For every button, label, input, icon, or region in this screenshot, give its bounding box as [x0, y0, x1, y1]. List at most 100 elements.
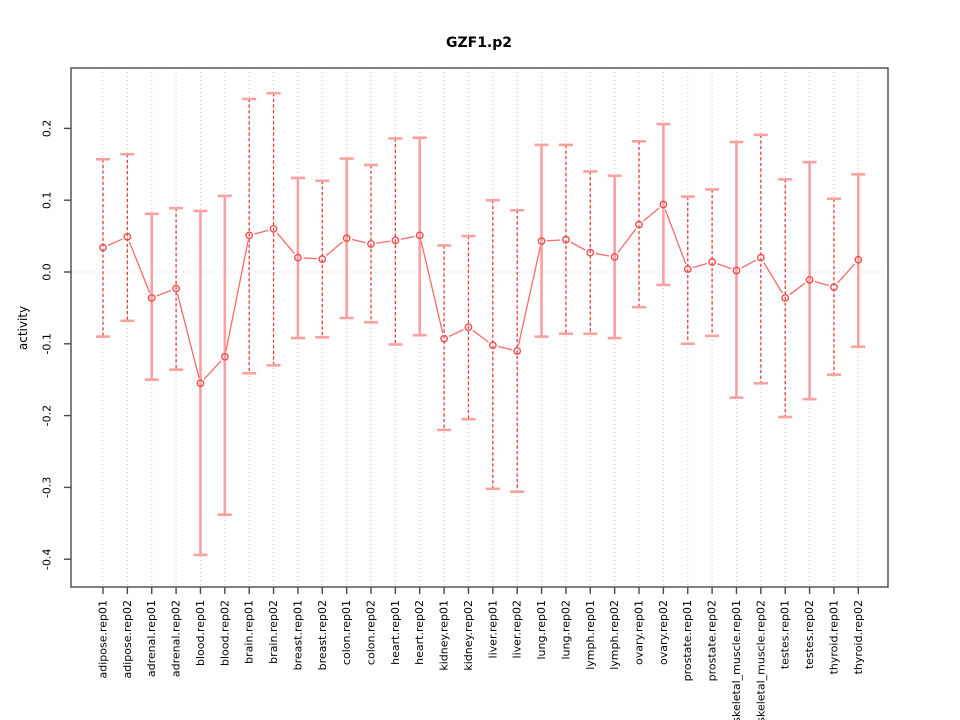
series-line-segment [376, 240, 391, 244]
x-tick-label: lung.rep01 [535, 600, 548, 660]
x-tick-label: thyroid.rep01 [827, 600, 840, 674]
data-point [805, 275, 814, 284]
data-point [269, 225, 278, 233]
series-line-segment [664, 209, 687, 265]
y-tick-label: 0.1 [41, 191, 54, 209]
data-point [415, 231, 424, 240]
series-line-segment [128, 241, 151, 293]
data-point [635, 220, 643, 229]
series-line-segment [176, 293, 200, 379]
y-tick-label: -0.2 [41, 405, 54, 426]
data-point [367, 240, 375, 248]
data-point [610, 253, 619, 261]
x-tick-label: ovary.rep01 [633, 600, 646, 665]
data-point [220, 352, 229, 361]
x-tick-label: breast.rep01 [291, 600, 304, 670]
chart-title: GZF1.p2 [446, 35, 512, 51]
x-tick-label: brain.rep01 [243, 600, 256, 664]
series-line-segment [303, 257, 317, 260]
data-point [708, 258, 717, 266]
x-tick-label: liver.rep01 [486, 600, 499, 658]
series-line-segment [254, 229, 269, 235]
series-line-segment [692, 262, 708, 269]
x-tick-label: blood.rep02 [218, 600, 231, 666]
y-tick-label: -0.1 [41, 333, 54, 354]
data-point [464, 323, 473, 332]
x-tick-label: liver.rep02 [511, 600, 524, 658]
series-line-segment [837, 263, 856, 284]
data-point [196, 379, 205, 388]
plot-border [70, 67, 889, 588]
series-line-segment [351, 238, 366, 244]
x-tick-label: colon.rep02 [365, 600, 378, 665]
data-point [781, 293, 790, 302]
data-point [440, 334, 449, 343]
data-point [147, 293, 156, 302]
y-axis-label: activity [16, 306, 30, 350]
data-point [245, 231, 254, 240]
x-tick-label: adrenal.rep01 [145, 600, 158, 677]
series-line-segment [570, 241, 586, 251]
series-line-segment [717, 263, 732, 270]
series-line-segment [498, 345, 512, 351]
x-tick-label: testes.rep01 [779, 600, 792, 669]
series-line-segment [789, 282, 806, 296]
series-line-segment [547, 239, 561, 242]
data-point [562, 235, 570, 244]
series-line-segment [420, 240, 444, 334]
data-point [830, 283, 838, 291]
y-tick-label: -0.3 [41, 477, 54, 498]
series-line-segment [814, 280, 829, 287]
x-tick-label: heart.rep02 [413, 600, 426, 665]
series-line-segment [642, 207, 660, 222]
y-tick-label: 0.0 [41, 263, 54, 281]
data-point [172, 284, 180, 293]
series-line-segment [203, 360, 222, 380]
data-point [318, 255, 327, 263]
x-tick-label: colon.rep01 [340, 600, 353, 665]
x-tick-label: heart.rep01 [389, 600, 402, 665]
x-tick-label: adrenal.rep02 [170, 600, 183, 677]
data-point [586, 248, 595, 257]
x-tick-label: testes.rep02 [803, 600, 816, 669]
data-point [537, 237, 546, 246]
data-point [123, 232, 132, 241]
series-line-segment [107, 238, 123, 246]
x-tick-label: prostate.rep01 [681, 600, 694, 681]
x-tick-label: thyroid.rep02 [852, 600, 865, 674]
series-line-segment [156, 289, 172, 297]
data-point [513, 347, 522, 355]
data-point [659, 200, 668, 209]
x-tick-label: lymph.rep02 [608, 600, 621, 670]
series-line-segment [400, 235, 415, 240]
x-tick-label: prostate.rep02 [706, 600, 719, 681]
series-line-segment [741, 259, 757, 269]
data-point [391, 236, 400, 245]
series-line-segment [225, 240, 249, 352]
data-point [732, 266, 741, 275]
series-line-segment [517, 246, 542, 346]
series-line-segment [595, 252, 610, 257]
data-point [488, 341, 497, 350]
data-point [342, 234, 351, 243]
series-line-segment [448, 329, 464, 338]
x-tick-label: breast.rep02 [316, 600, 329, 670]
x-tick-label: blood.rep01 [194, 600, 207, 666]
y-tick-label: -0.4 [41, 548, 54, 569]
series-line-segment [763, 262, 783, 294]
series-line-segment [276, 232, 295, 254]
series-line-segment [326, 241, 343, 256]
series-line-segment [617, 228, 637, 253]
x-tick-label: ovary.rep02 [657, 600, 670, 665]
x-tick-label: skeletal_muscle.rep01 [730, 600, 743, 720]
data-point [99, 243, 107, 252]
x-tick-label: brain.rep02 [267, 600, 280, 664]
data-point [294, 253, 302, 262]
data-point [756, 253, 765, 262]
x-tick-label: lung.rep02 [559, 600, 572, 660]
x-tick-label: skeletal_muscle.rep02 [754, 600, 767, 720]
x-tick-label: kidney.rep02 [462, 600, 475, 671]
x-tick-label: adipose.rep02 [121, 600, 134, 679]
